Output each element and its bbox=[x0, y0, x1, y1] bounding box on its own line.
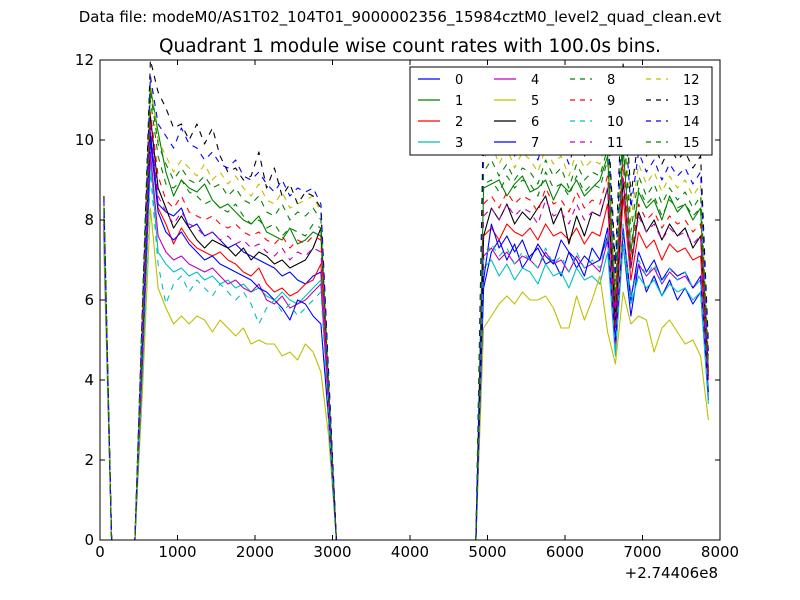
series-15-line bbox=[475, 123, 709, 541]
series-0-line bbox=[103, 131, 337, 541]
x-tick-label: 6000 bbox=[546, 543, 584, 561]
x-tick-label: 0 bbox=[95, 543, 105, 561]
y-tick-label: 8 bbox=[84, 211, 94, 229]
series-14-line bbox=[475, 91, 709, 541]
series-9-line bbox=[475, 163, 709, 541]
legend-label: 6 bbox=[531, 115, 539, 130]
series-11-line bbox=[103, 123, 337, 541]
y-tick-label: 0 bbox=[84, 531, 94, 549]
x-tick-label: 5000 bbox=[468, 543, 506, 561]
legend-label: 9 bbox=[607, 94, 615, 109]
legend-label: 13 bbox=[683, 94, 700, 109]
legend-label: 1 bbox=[455, 94, 463, 109]
legend-box bbox=[409, 66, 713, 156]
x-tick-label: 3000 bbox=[313, 543, 351, 561]
series-4-line bbox=[103, 151, 337, 541]
y-tick-label: 4 bbox=[84, 371, 94, 389]
legend-label: 0 bbox=[455, 73, 463, 88]
series-5-line bbox=[475, 275, 709, 541]
series-6-line bbox=[475, 179, 709, 541]
series-14 bbox=[103, 75, 709, 541]
y-tick-label: 10 bbox=[75, 131, 94, 149]
figure-suptitle: Data file: modeM0/AS1T02_104T01_90000023… bbox=[78, 8, 722, 26]
series-12-line bbox=[475, 107, 709, 541]
series-11 bbox=[103, 123, 709, 541]
series-7-line bbox=[103, 139, 337, 541]
x-tick-label: 8000 bbox=[701, 543, 739, 561]
series-10-line bbox=[103, 171, 337, 541]
series-3-line bbox=[103, 159, 337, 541]
series-2-line bbox=[103, 139, 337, 541]
series-8-line bbox=[475, 143, 709, 541]
legend-label: 11 bbox=[607, 136, 624, 151]
legend-label: 14 bbox=[683, 115, 700, 130]
series-13-line bbox=[103, 59, 337, 541]
x-tick-label: 7000 bbox=[623, 543, 661, 561]
legend-label: 7 bbox=[531, 136, 539, 151]
series-12-line bbox=[103, 79, 337, 541]
series-9 bbox=[103, 111, 709, 541]
series-15-line bbox=[103, 91, 337, 541]
chart-title: Quadrant 1 module wise count rates with … bbox=[158, 36, 662, 57]
series-3-line bbox=[475, 243, 709, 541]
y-tick-label: 6 bbox=[84, 291, 94, 309]
axis-ticks: 0 1000 2000 3000 4000 5000 6000 7000 80000246810… bbox=[75, 51, 739, 561]
legend-label: 5 bbox=[531, 94, 539, 109]
series-10-line bbox=[475, 223, 709, 541]
series-6-line bbox=[103, 115, 337, 541]
x-axis-offset-label: +2.74406e8 bbox=[625, 564, 718, 582]
series-5-line bbox=[103, 207, 337, 541]
legend-label: 15 bbox=[683, 136, 700, 151]
series-15 bbox=[103, 91, 709, 541]
series-4-line bbox=[475, 231, 709, 541]
legend-label: 4 bbox=[531, 73, 539, 88]
series-2-line bbox=[475, 195, 709, 541]
series-1-line bbox=[475, 147, 709, 541]
legend-label: 8 bbox=[607, 73, 615, 88]
x-tick-label: 4000 bbox=[391, 543, 429, 561]
x-tick-label: 1000 bbox=[158, 543, 196, 561]
series-11-line bbox=[475, 175, 709, 541]
legend-label: 2 bbox=[455, 115, 463, 130]
legend-label: 12 bbox=[683, 73, 700, 88]
y-tick-label: 2 bbox=[84, 451, 94, 469]
series-0-line bbox=[475, 227, 709, 541]
series-12 bbox=[103, 79, 709, 541]
legend-label: 3 bbox=[455, 136, 463, 151]
series-10 bbox=[103, 171, 709, 541]
series-9-line bbox=[103, 111, 337, 541]
x-tick-label: 2000 bbox=[236, 543, 274, 561]
series-14-line bbox=[103, 75, 337, 541]
y-tick-label: 12 bbox=[75, 51, 94, 69]
legend-label: 10 bbox=[607, 115, 624, 130]
